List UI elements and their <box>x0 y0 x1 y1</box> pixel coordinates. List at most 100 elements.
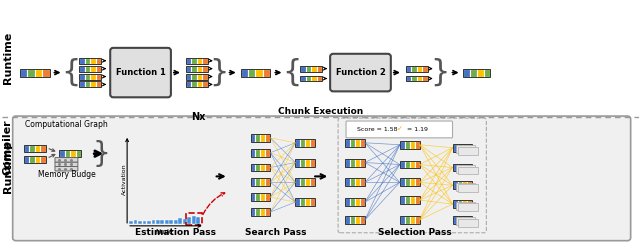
FancyBboxPatch shape <box>452 164 458 171</box>
Text: }: } <box>430 58 449 87</box>
FancyBboxPatch shape <box>456 183 476 191</box>
Text: Runtime: Runtime <box>3 32 13 84</box>
FancyBboxPatch shape <box>467 216 472 224</box>
FancyBboxPatch shape <box>452 144 458 152</box>
FancyBboxPatch shape <box>350 139 355 147</box>
Bar <box>196 217 200 224</box>
FancyBboxPatch shape <box>85 74 90 80</box>
FancyBboxPatch shape <box>250 134 255 142</box>
FancyBboxPatch shape <box>85 66 90 72</box>
FancyBboxPatch shape <box>295 198 300 206</box>
FancyBboxPatch shape <box>42 69 49 77</box>
Text: {: { <box>283 58 302 87</box>
FancyBboxPatch shape <box>85 82 90 87</box>
FancyBboxPatch shape <box>266 149 271 157</box>
FancyBboxPatch shape <box>55 162 78 166</box>
FancyBboxPatch shape <box>260 193 266 201</box>
Text: Activation: Activation <box>122 164 127 195</box>
FancyBboxPatch shape <box>458 184 478 192</box>
FancyBboxPatch shape <box>79 74 85 80</box>
Text: Function 1: Function 1 <box>116 68 166 77</box>
FancyBboxPatch shape <box>415 196 420 204</box>
FancyBboxPatch shape <box>266 134 271 142</box>
FancyBboxPatch shape <box>350 159 355 166</box>
FancyBboxPatch shape <box>345 139 350 147</box>
FancyBboxPatch shape <box>458 164 463 171</box>
Text: Search Pass: Search Pass <box>244 228 306 237</box>
Bar <box>165 221 169 224</box>
FancyBboxPatch shape <box>360 198 365 206</box>
FancyBboxPatch shape <box>400 161 404 168</box>
FancyBboxPatch shape <box>76 150 81 157</box>
FancyBboxPatch shape <box>295 139 300 147</box>
FancyBboxPatch shape <box>404 161 410 168</box>
FancyBboxPatch shape <box>186 58 191 64</box>
FancyBboxPatch shape <box>410 178 415 186</box>
FancyBboxPatch shape <box>255 69 263 77</box>
FancyBboxPatch shape <box>186 66 191 72</box>
FancyBboxPatch shape <box>360 139 365 147</box>
FancyBboxPatch shape <box>35 69 42 77</box>
FancyBboxPatch shape <box>458 216 463 224</box>
FancyBboxPatch shape <box>96 74 101 80</box>
FancyBboxPatch shape <box>306 66 311 72</box>
Text: Score = 1.58: Score = 1.58 <box>357 127 397 132</box>
FancyBboxPatch shape <box>400 196 404 204</box>
FancyBboxPatch shape <box>458 166 478 174</box>
FancyBboxPatch shape <box>202 82 208 87</box>
FancyBboxPatch shape <box>60 150 65 157</box>
FancyBboxPatch shape <box>404 216 410 224</box>
FancyBboxPatch shape <box>350 198 355 206</box>
FancyBboxPatch shape <box>346 121 452 138</box>
Text: Compiler: Compiler <box>3 119 13 175</box>
Text: ✓: ✓ <box>397 126 403 132</box>
FancyBboxPatch shape <box>40 145 45 152</box>
Text: Chunk Execution: Chunk Execution <box>278 107 363 116</box>
FancyBboxPatch shape <box>250 164 255 171</box>
FancyBboxPatch shape <box>415 216 420 224</box>
FancyBboxPatch shape <box>255 193 260 201</box>
FancyBboxPatch shape <box>310 198 315 206</box>
FancyBboxPatch shape <box>360 216 365 224</box>
Text: Nx: Nx <box>191 112 205 122</box>
FancyBboxPatch shape <box>355 198 360 206</box>
FancyBboxPatch shape <box>467 164 472 171</box>
FancyBboxPatch shape <box>317 66 322 72</box>
FancyBboxPatch shape <box>260 164 266 171</box>
FancyBboxPatch shape <box>417 66 422 72</box>
FancyBboxPatch shape <box>255 208 260 216</box>
FancyBboxPatch shape <box>300 178 305 186</box>
FancyBboxPatch shape <box>463 69 470 77</box>
FancyBboxPatch shape <box>458 144 463 152</box>
FancyBboxPatch shape <box>266 193 271 201</box>
FancyBboxPatch shape <box>355 216 360 224</box>
FancyBboxPatch shape <box>456 165 476 173</box>
FancyBboxPatch shape <box>260 208 266 216</box>
FancyBboxPatch shape <box>35 145 40 152</box>
FancyBboxPatch shape <box>350 178 355 186</box>
FancyBboxPatch shape <box>410 196 415 204</box>
FancyBboxPatch shape <box>305 159 310 166</box>
FancyBboxPatch shape <box>90 66 96 72</box>
FancyBboxPatch shape <box>422 66 428 72</box>
FancyBboxPatch shape <box>29 156 35 163</box>
Bar <box>134 220 138 224</box>
FancyBboxPatch shape <box>404 141 410 149</box>
FancyBboxPatch shape <box>196 74 202 80</box>
FancyBboxPatch shape <box>260 149 266 157</box>
FancyBboxPatch shape <box>196 58 202 64</box>
Bar <box>143 221 147 224</box>
FancyBboxPatch shape <box>90 58 96 64</box>
FancyBboxPatch shape <box>248 69 255 77</box>
FancyBboxPatch shape <box>458 181 463 189</box>
FancyBboxPatch shape <box>345 159 350 166</box>
Bar <box>161 220 164 224</box>
FancyBboxPatch shape <box>241 69 248 77</box>
FancyBboxPatch shape <box>196 82 202 87</box>
FancyBboxPatch shape <box>96 58 101 64</box>
FancyBboxPatch shape <box>79 82 85 87</box>
FancyBboxPatch shape <box>110 48 171 97</box>
Text: Estimation Pass: Estimation Pass <box>136 228 216 237</box>
FancyBboxPatch shape <box>463 200 467 208</box>
Bar <box>179 218 182 224</box>
